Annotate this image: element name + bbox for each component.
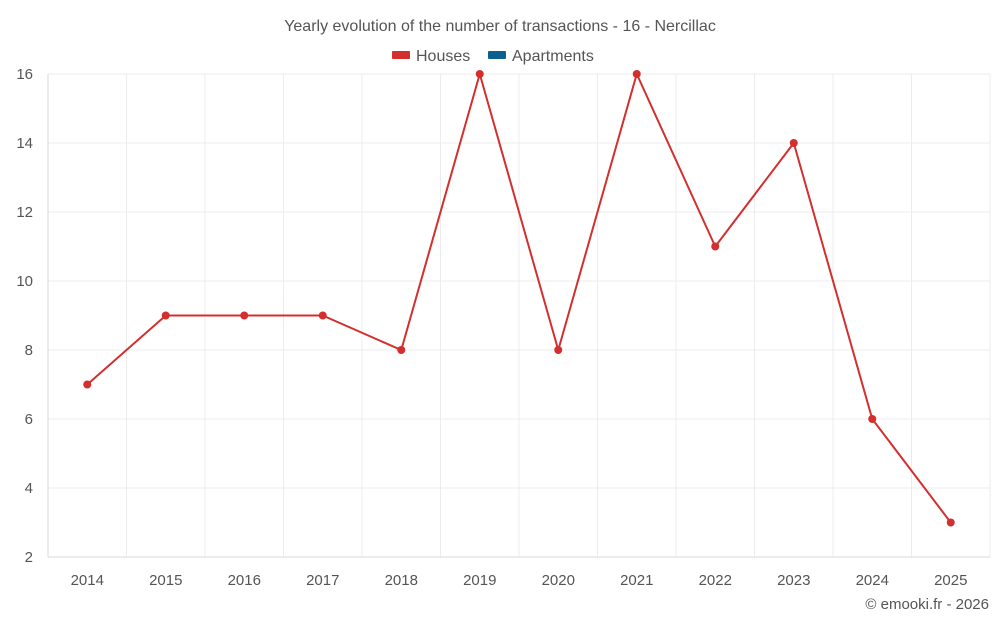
- legend-item-houses[interactable]: Houses: [392, 48, 470, 65]
- data-point-houses[interactable]: [161, 311, 170, 320]
- data-point-houses[interactable]: [946, 518, 955, 527]
- y-tick-label: 4: [25, 480, 33, 497]
- legend-item-apartments[interactable]: Apartments: [488, 48, 594, 65]
- data-point-houses[interactable]: [789, 139, 798, 147]
- x-tick-label: 2017: [306, 572, 339, 589]
- data-point-houses[interactable]: [711, 242, 720, 251]
- y-tick-label: 2: [25, 549, 33, 566]
- y-tick-label: 16: [16, 66, 33, 83]
- x-tick-label: 2023: [777, 572, 810, 589]
- x-tick-label: 2015: [149, 572, 182, 589]
- x-tick-label: 2024: [856, 572, 889, 589]
- x-tick-label: 2025: [934, 572, 967, 589]
- x-tick-label: 2016: [228, 572, 261, 589]
- x-axis: 2014 2015 2016 2017 2018 2019 2020 2021 2022 2023…: [48, 556, 990, 589]
- x-tick-label: 2022: [699, 572, 732, 589]
- data-point-houses[interactable]: [397, 346, 406, 354]
- y-tick-label: 14: [16, 135, 33, 152]
- credit-text: © emooki.fr - 2026: [865, 596, 989, 613]
- x-tick-label: 2021: [620, 572, 653, 589]
- legend-swatch-apartments: [488, 51, 506, 59]
- series-houses: [83, 70, 955, 527]
- data-point-houses[interactable]: [240, 311, 249, 320]
- y-axis: 2 4 6 8 10 12 14 16: [16, 66, 33, 566]
- chart-title: Yearly evolution of the number of transa…: [284, 18, 716, 35]
- legend: Houses Apartments: [392, 48, 594, 65]
- data-point-houses[interactable]: [318, 311, 327, 320]
- y-tick-label: 12: [16, 204, 33, 221]
- y-tick-label: 8: [25, 342, 33, 359]
- series-line-houses: [86, 73, 952, 524]
- x-tick-label: 2014: [71, 572, 104, 589]
- x-tick-label: 2020: [542, 572, 575, 589]
- legend-label-apartments: Apartments: [512, 48, 594, 65]
- data-point-houses[interactable]: [554, 346, 563, 354]
- legend-swatch-houses: [392, 51, 410, 59]
- legend-label-houses: Houses: [416, 48, 470, 65]
- y-tick-label: 6: [25, 411, 33, 428]
- x-tick-label: 2018: [385, 572, 418, 589]
- data-point-houses[interactable]: [475, 70, 484, 78]
- data-point-houses[interactable]: [868, 415, 877, 423]
- x-tick-label: 2019: [463, 572, 496, 589]
- data-point-houses[interactable]: [632, 70, 641, 78]
- data-point-houses[interactable]: [83, 380, 92, 389]
- y-tick-label: 10: [16, 273, 33, 290]
